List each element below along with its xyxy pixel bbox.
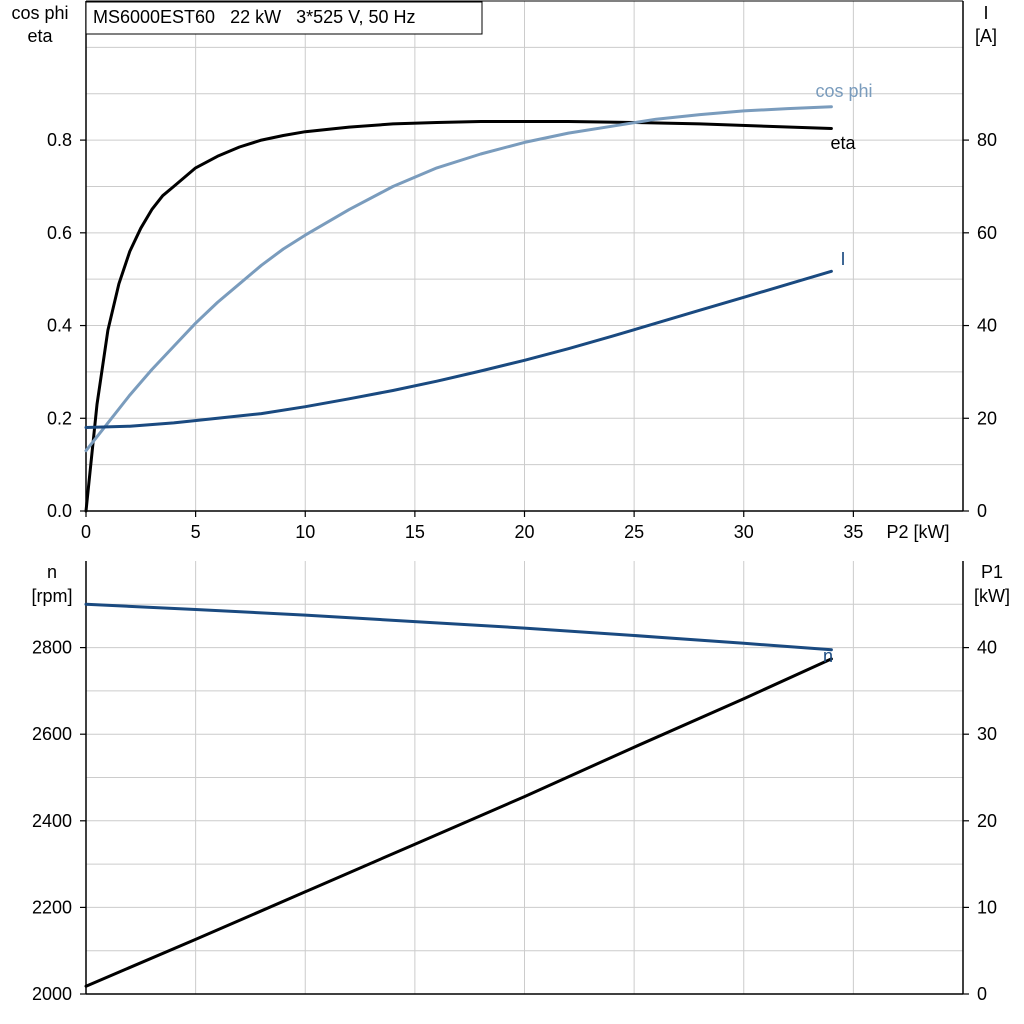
bottom-left-tick-label: 2600 bbox=[32, 724, 72, 744]
series-label-cos-phi: cos phi bbox=[815, 81, 872, 101]
right-axis-title-kw: [kW] bbox=[974, 586, 1010, 606]
series-label-n: n bbox=[823, 646, 833, 666]
speed-power-panel: 2000 2200 2400 2600 2800 0 10 20 30 40 n [rpm] P… bbox=[31, 561, 1010, 1004]
top-left-y-ticks: 0.0 0.2 0.4 0.6 0.8 bbox=[47, 130, 86, 521]
chart-title: MS6000EST60 22 kW 3*525 V, 50 Hz bbox=[93, 7, 416, 27]
top-right-tick-label: 60 bbox=[977, 223, 997, 243]
bottom-right-tick-label: 30 bbox=[977, 724, 997, 744]
bottom-series-lines bbox=[84, 602, 833, 988]
top-left-tick-label: 0.8 bbox=[47, 130, 72, 150]
left-axis-title-eta: eta bbox=[27, 26, 53, 46]
bottom-left-tick-label: 2400 bbox=[32, 811, 72, 831]
top-right-tick-label: 20 bbox=[977, 408, 997, 428]
bottom-left-tick-label: 2000 bbox=[32, 984, 72, 1004]
top-x-ticks: 0 5 10 15 20 25 30 35 bbox=[81, 511, 863, 542]
bottom-series-line-series-1 bbox=[84, 657, 833, 988]
right-axis-title-unit-a: [A] bbox=[975, 26, 997, 46]
x-tick-label: 5 bbox=[191, 522, 201, 542]
top-right-tick-label: 0 bbox=[977, 501, 987, 521]
top-series-line-i bbox=[84, 269, 833, 429]
x-tick-label: 15 bbox=[405, 522, 425, 542]
top-right-tick-label: 80 bbox=[977, 130, 997, 150]
top-series-lines bbox=[84, 105, 833, 513]
top-left-tick-label: 0.4 bbox=[47, 316, 72, 336]
x-tick-label: 30 bbox=[734, 522, 754, 542]
series-label-i: I bbox=[840, 249, 845, 269]
x-tick-label: 0 bbox=[81, 522, 91, 542]
right-axis-title-i: I bbox=[983, 3, 988, 23]
bottom-right-y-ticks: 0 10 20 30 40 bbox=[963, 638, 997, 1004]
left-axis-title-n: n bbox=[47, 562, 57, 582]
series-label-eta: eta bbox=[830, 133, 856, 153]
x-tick-label: 10 bbox=[295, 522, 315, 542]
x-tick-label: 35 bbox=[843, 522, 863, 542]
bottom-left-y-ticks: 2000 2200 2400 2600 2800 bbox=[32, 638, 86, 1004]
x-tick-label: 25 bbox=[624, 522, 644, 542]
bottom-series-line-n bbox=[84, 602, 833, 652]
top-right-tick-label: 40 bbox=[977, 316, 997, 336]
left-axis-title-rpm: [rpm] bbox=[31, 586, 72, 606]
bottom-right-tick-label: 20 bbox=[977, 811, 997, 831]
x-axis-title: P2 [kW] bbox=[886, 522, 949, 542]
right-axis-title-p1: P1 bbox=[981, 562, 1003, 582]
top-left-tick-label: 0.2 bbox=[47, 408, 72, 428]
chart-title-box bbox=[85, 1, 483, 35]
bottom-right-tick-label: 10 bbox=[977, 897, 997, 917]
top-left-tick-label: 0.0 bbox=[47, 501, 72, 521]
bottom-right-tick-label: 0 bbox=[977, 984, 987, 1004]
top-series-line-cos-phi bbox=[84, 105, 833, 453]
top-right-y-ticks: 0 20 40 60 80 bbox=[963, 130, 997, 521]
efficiency-current-panel: 0 5 10 15 20 25 30 35 0.0 0.2 0.4 0.6 0.8 0 20 40 60 80… bbox=[11, 0, 997, 542]
bottom-left-tick-label: 2200 bbox=[32, 897, 72, 917]
left-axis-title-cosphi: cos phi bbox=[11, 3, 68, 23]
bottom-right-tick-label: 40 bbox=[977, 638, 997, 658]
top-series-line-eta bbox=[84, 120, 833, 513]
top-left-tick-label: 0.6 bbox=[47, 223, 72, 243]
bottom-left-tick-label: 2800 bbox=[32, 638, 72, 658]
top-gridlines bbox=[86, 0, 963, 511]
x-tick-label: 20 bbox=[514, 522, 534, 542]
